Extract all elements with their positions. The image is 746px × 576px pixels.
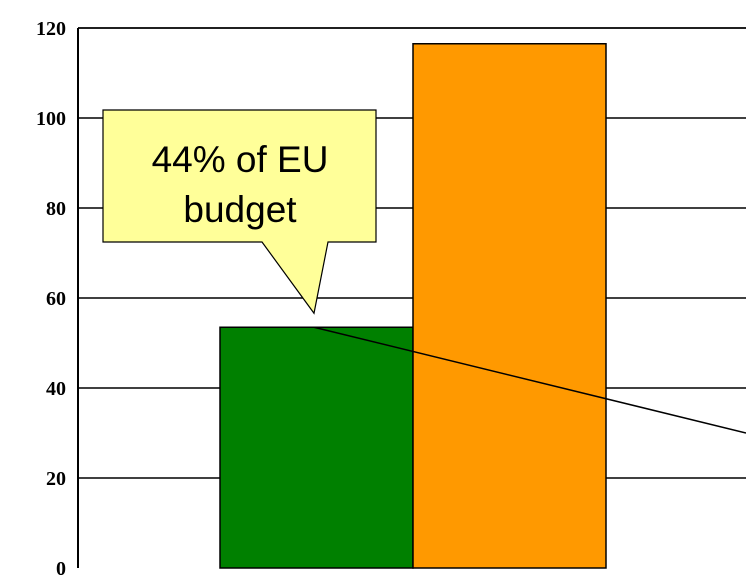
- y-tick-label: 100: [36, 108, 66, 130]
- y-tick-label: 80: [46, 198, 66, 220]
- y-tick-label: 60: [46, 288, 66, 310]
- bar-0: [220, 327, 413, 568]
- y-tick-labels: 0 20 40 60 80 100 120: [36, 18, 66, 576]
- y-tick-label: 0: [56, 558, 66, 576]
- y-tick-label: 40: [46, 378, 66, 400]
- callout-text-line-2: budget: [183, 189, 297, 230]
- callout-text-line-1: 44% of EU: [152, 139, 329, 180]
- callout: 44% of EU budget: [103, 110, 376, 313]
- y-tick-label: 20: [46, 468, 66, 490]
- bar-1: [413, 44, 606, 568]
- y-tick-label: 120: [36, 18, 66, 40]
